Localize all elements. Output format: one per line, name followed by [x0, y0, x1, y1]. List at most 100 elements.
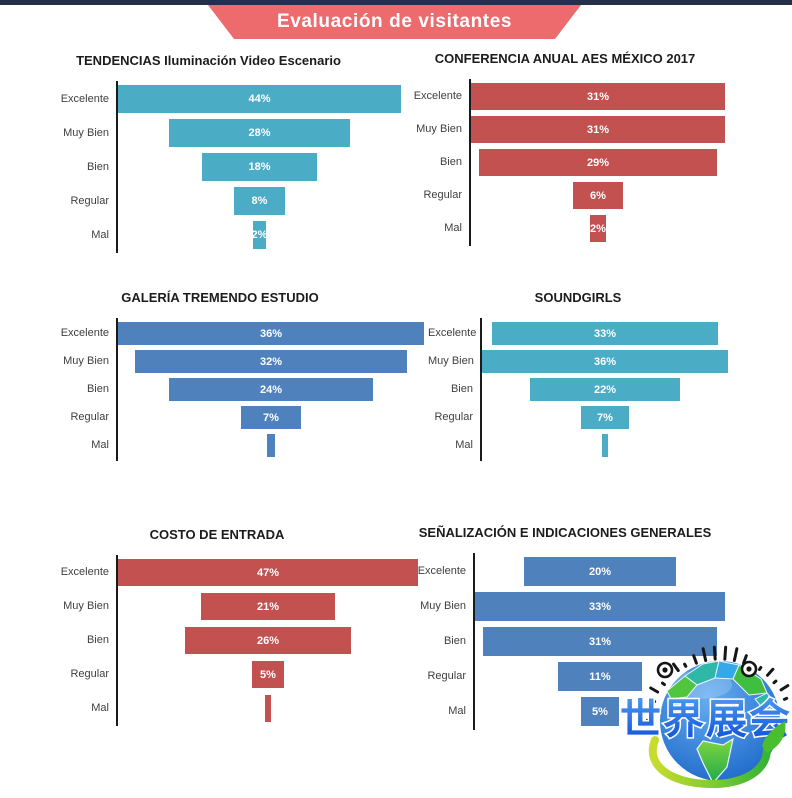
category-labels: Excelente Muy Bien Bien Regular Mal: [405, 553, 473, 730]
bar: 18%: [201, 153, 318, 181]
chart-senalizacion: SEÑALIZACIÓN E INDICACIONES GENERALES Ex…: [405, 524, 725, 730]
chart-title: CONFERENCIA ANUAL AES MÉXICO 2017: [434, 51, 696, 66]
bars-area: 47% 21% 26% 5%: [116, 555, 418, 726]
category-label: Mal: [91, 702, 109, 714]
bar-track: 8%: [118, 187, 401, 215]
chart-tendencias-iluminacion: TENDENCIAS Iluminación Video Escenario E…: [16, 52, 401, 253]
bar-value-label: 28%: [248, 127, 271, 139]
category-label: Bien: [450, 383, 473, 395]
bar: [601, 434, 609, 457]
south-america-shape: [696, 737, 734, 785]
bar-value-label: 7%: [597, 411, 613, 424]
bar-value-label: 6%: [590, 189, 606, 202]
chart-title: COSTO DE ENTRADA: [149, 527, 285, 542]
bar: 22%: [529, 378, 681, 401]
bar-value-label: 33%: [593, 327, 617, 340]
bars-area: 20% 33% 31% 11% 5%: [473, 553, 725, 730]
category-label: Excelente: [60, 566, 109, 578]
bar-value-label: 31%: [588, 635, 612, 648]
chart-plot: Excelente Muy Bien Bien Regular Mal 33% 36% 22%…: [428, 318, 728, 461]
bar-value-label: 21%: [256, 600, 280, 613]
bar-track: 33%: [475, 592, 725, 621]
bar-track: 2%: [118, 221, 401, 249]
bar-track: [118, 434, 424, 457]
bar-track: 33%: [482, 322, 728, 345]
category-label: Muy Bien: [63, 127, 109, 139]
chart-galeria-tremendo: GALERÍA TREMENDO ESTUDIO Excelente Muy Bi…: [16, 289, 424, 461]
category-label: Bien: [86, 161, 109, 173]
bar-track: 11%: [475, 662, 725, 691]
bar-track: 7%: [118, 406, 424, 429]
category-label: Excelente: [428, 327, 477, 339]
bar-value-label: 8%: [251, 195, 268, 207]
bar-track: 44%: [118, 85, 401, 113]
chart-plot: Excelente Muy Bien Bien Regular Mal 31% 31% 29%…: [405, 79, 725, 246]
bar: 5%: [252, 661, 284, 688]
bar-value-label: 36%: [593, 355, 617, 368]
bar-track: 5%: [118, 661, 418, 688]
category-label: Mal: [455, 439, 473, 451]
bar: 31%: [482, 627, 718, 656]
category-label: Regular: [70, 411, 109, 423]
bar-value-label: 5%: [592, 705, 608, 718]
category-label: Regular: [427, 670, 466, 682]
bar-track: 47%: [118, 559, 418, 586]
bar-value-label: 11%: [589, 670, 611, 683]
chart-costo-entrada: COSTO DE ENTRADA Excelente Muy Bien Bien Re…: [16, 526, 418, 726]
bars-area: 44% 28% 18% 8% 2%: [116, 81, 401, 253]
bar: 29%: [479, 149, 717, 176]
bar: 28%: [169, 119, 350, 147]
bar-track: 31%: [471, 83, 725, 110]
bar-value-label: 22%: [593, 383, 616, 396]
bar: 2%: [251, 221, 268, 249]
bar-value-label: 18%: [248, 161, 271, 173]
category-label: Muy Bien: [428, 355, 474, 367]
bar-value-label: 29%: [586, 156, 609, 169]
bar-track: 26%: [118, 627, 418, 654]
category-label: Bien: [439, 156, 462, 168]
bar: 20%: [524, 557, 676, 586]
category-label: Bien: [86, 634, 109, 646]
bar-value-label: 5%: [260, 668, 276, 681]
bar: 36%: [482, 350, 728, 373]
bar: 21%: [200, 593, 336, 620]
chart-plot: Excelente Muy Bien Bien Regular Mal 20% 33% 31%…: [405, 553, 725, 730]
chart-title: SOUNDGIRLS: [534, 290, 622, 305]
bar-track: 22%: [482, 378, 728, 401]
bar: 7%: [581, 406, 629, 429]
bars-area: 33% 36% 22% 7%: [480, 318, 728, 461]
bar-track: 21%: [118, 593, 418, 620]
category-label: Bien: [443, 635, 466, 647]
category-labels: Excelente Muy Bien Bien Regular Mal: [16, 555, 116, 726]
bar-track: 36%: [118, 322, 424, 345]
bar-track: 20%: [475, 557, 725, 586]
bar-value-label: 20%: [588, 565, 612, 578]
chart-plot: Excelente Muy Bien Bien Regular Mal 36% 32% 24%…: [16, 318, 424, 461]
bar-value-label: 2%: [251, 229, 268, 241]
category-label: Mal: [91, 439, 109, 451]
bar-value-label: 31%: [586, 123, 610, 136]
chart-title: SEÑALIZACIÓN E INDICACIONES GENERALES: [418, 525, 712, 540]
bar: 31%: [471, 116, 725, 143]
bar: 2%: [589, 215, 607, 242]
bar-track: 36%: [482, 350, 728, 373]
bar-track: 28%: [118, 119, 401, 147]
category-label: Muy Bien: [63, 600, 109, 612]
category-label: Muy Bien: [420, 600, 466, 612]
bar-value-label: 2%: [590, 222, 606, 235]
bars-area: 31% 31% 29% 6% 2%: [469, 79, 725, 246]
category-label: Muy Bien: [63, 355, 109, 367]
category-label: Excelente: [413, 90, 462, 102]
bar-value-label: 26%: [256, 634, 279, 647]
category-label: Regular: [434, 411, 473, 423]
bar: 36%: [118, 322, 424, 345]
category-label: Regular: [70, 195, 109, 207]
header-banner: Evaluación de visitantes: [208, 5, 581, 39]
bar-track: 2%: [471, 215, 725, 242]
bar-track: 7%: [482, 406, 728, 429]
bar: 44%: [118, 85, 401, 113]
category-label: Mal: [91, 229, 109, 241]
bar-track: 24%: [118, 378, 424, 401]
bar: 47%: [118, 559, 418, 586]
